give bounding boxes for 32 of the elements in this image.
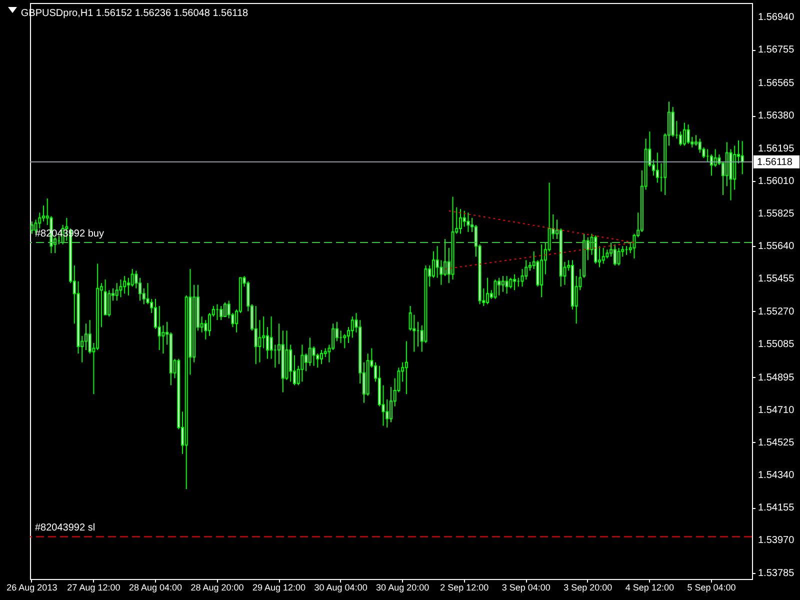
ref-line-label: 1.56118	[757, 156, 793, 168]
y-tick-label: 1.54710	[758, 404, 795, 416]
y-tick-label: 1.56940	[758, 12, 795, 24]
x-tick-label: 26 Aug 2013	[6, 582, 58, 592]
y-tick-label: 1.56195	[758, 143, 795, 154]
y-tick-label: 1.56565	[758, 78, 795, 90]
x-tick-label: 2 Sep 12:00	[440, 582, 489, 592]
x-tick-label: 30 Aug 20:00	[376, 582, 430, 592]
y-tick-label: 1.54525	[758, 437, 795, 448]
y-tick-label: 1.55825	[758, 208, 795, 220]
ref-line-label: #82043992 sl	[35, 522, 96, 534]
x-tick-label: 5 Sep 04:00	[687, 582, 736, 592]
x-tick-label: 29 Aug 12:00	[252, 582, 306, 592]
y-tick-label: 1.55270	[758, 306, 795, 318]
x-tick-label: 28 Aug 20:00	[190, 582, 244, 592]
y-tick-label: 1.54340	[758, 470, 795, 482]
y-tick-label: 1.53970	[758, 535, 795, 546]
x-tick-label: 4 Sep 12:00	[625, 582, 674, 592]
x-tick-label: 28 Aug 04:00	[128, 582, 182, 592]
y-tick-label: 1.55640	[758, 241, 795, 252]
y-tick-label: 1.53785	[758, 568, 795, 579]
y-tick-label: 1.55455	[758, 274, 795, 285]
y-tick-label: 1.56755	[758, 44, 795, 56]
x-tick-label: 3 Sep 04:00	[502, 582, 550, 592]
y-tick-label: 1.56010	[758, 176, 795, 187]
y-tick-label: 1.55085	[758, 338, 795, 350]
y-tick-label: 1.56380	[758, 110, 795, 122]
x-tick-label: 3 Sep 20:00	[564, 582, 612, 592]
y-tick-label: 1.54155	[758, 502, 795, 514]
x-tick-label: 30 Aug 04:00	[314, 582, 368, 592]
x-tick-label: 27 Aug 12:00	[67, 582, 120, 592]
y-tick-label: 1.54895	[758, 372, 795, 384]
